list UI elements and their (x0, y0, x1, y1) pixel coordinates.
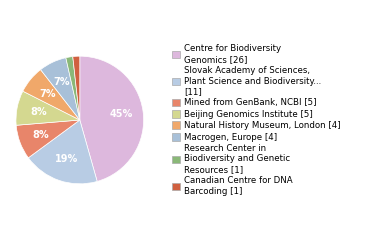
Wedge shape (80, 56, 144, 181)
Wedge shape (16, 91, 80, 125)
Text: 8%: 8% (33, 130, 49, 139)
Wedge shape (41, 58, 80, 120)
Wedge shape (28, 120, 97, 184)
Text: 7%: 7% (40, 89, 56, 99)
Text: 8%: 8% (31, 107, 48, 117)
Text: 7%: 7% (54, 78, 70, 87)
Legend: Centre for Biodiversity
Genomics [26], Slovak Academy of Sciences,
Plant Science: Centre for Biodiversity Genomics [26], S… (172, 44, 340, 196)
Wedge shape (73, 56, 80, 120)
Wedge shape (23, 70, 80, 120)
Wedge shape (16, 120, 80, 158)
Text: 19%: 19% (55, 154, 78, 164)
Wedge shape (66, 57, 80, 120)
Text: 45%: 45% (109, 109, 133, 119)
